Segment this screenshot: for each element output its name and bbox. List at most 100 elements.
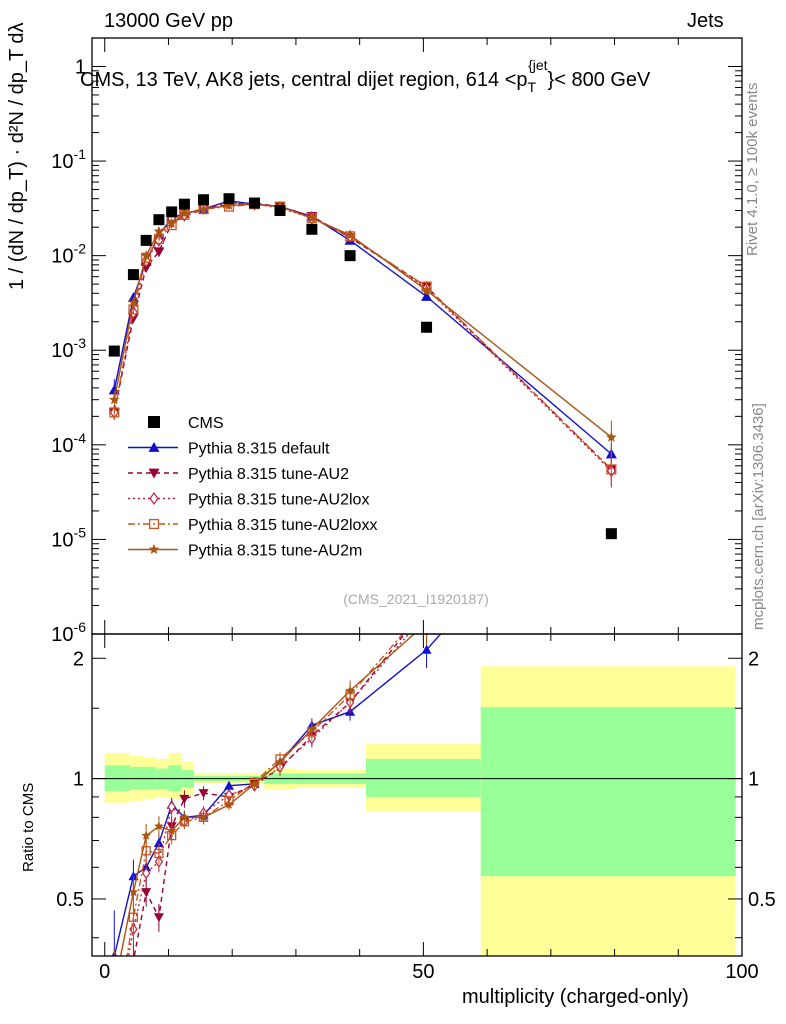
marker-star xyxy=(224,799,234,809)
marker-square xyxy=(421,321,433,333)
marker-star xyxy=(179,207,190,218)
marker-star xyxy=(275,757,285,767)
marker-star xyxy=(153,226,165,236)
series-line-2 xyxy=(113,202,612,472)
y-tick-label: 10-4 xyxy=(51,430,86,457)
marker-square xyxy=(223,193,235,205)
marker-star xyxy=(128,297,139,307)
marker-star xyxy=(307,724,317,734)
x-axis-label: multiplicity (charged-only) xyxy=(462,986,689,1008)
marker-star xyxy=(223,199,235,210)
x-tick-label: 50 xyxy=(412,961,434,983)
marker-star xyxy=(140,250,152,261)
ratio-uncertainty-bands xyxy=(92,666,742,956)
marker-star xyxy=(198,812,209,822)
marker-star xyxy=(607,374,617,383)
y-tick-label: 10-6 xyxy=(51,619,86,646)
ratio-tick-label-right: 0.5 xyxy=(748,889,776,911)
header-category: Jets xyxy=(687,10,724,32)
y-tick-label: 10-3 xyxy=(51,335,86,362)
axes: 1 10-1 10-2 10-3 10-4 10-5 10-6 0.5 0.5 1 1 2 2 0 50 10… xyxy=(51,37,776,983)
marker-square xyxy=(140,234,152,246)
ratio-band-green xyxy=(130,766,143,790)
marker-square xyxy=(153,214,165,226)
legend-label: Pythia 8.315 default xyxy=(188,441,330,458)
ratio-band-green xyxy=(480,707,736,877)
marker-star xyxy=(166,217,177,228)
ratio-frame xyxy=(91,633,743,957)
marker-diamond xyxy=(423,608,430,618)
marker-square xyxy=(344,250,356,262)
ratio-tick-label: 0.5 xyxy=(56,889,84,911)
marker-star xyxy=(166,825,177,835)
marker-square xyxy=(249,197,260,209)
marker-star xyxy=(345,685,355,695)
marker-triangle-down xyxy=(148,468,160,479)
legend: CMS Pythia 8.315 default Pythia 8.315 tune… xyxy=(128,415,377,560)
marker-triangle-down xyxy=(153,247,165,258)
marker-star xyxy=(421,284,432,295)
ratio-tick-label-right: 1 xyxy=(748,769,759,791)
marker-star xyxy=(109,394,120,405)
x-tick-label: 0 xyxy=(99,961,110,983)
rivet-version-label: Rivet 4.1.0, ≥ 100k events xyxy=(744,82,761,256)
marker-triangle-up xyxy=(148,442,160,452)
marker-diamond xyxy=(141,867,151,880)
marker-triangle-up xyxy=(108,384,120,395)
marker-square xyxy=(166,206,178,218)
marker-star xyxy=(249,778,260,788)
header-energy: 13000 GeV pp xyxy=(104,10,233,32)
marker-triangle-down xyxy=(179,794,190,804)
ratio-panel-curves xyxy=(110,374,617,992)
marker-square xyxy=(306,223,318,235)
legend-label: Pythia 8.315 tune-AU2loxx xyxy=(188,517,377,534)
marker-star xyxy=(154,821,164,831)
marker-triangle-down xyxy=(141,888,152,898)
marker-diamond xyxy=(167,800,176,813)
y-axis-label: 1 / (dN / dp_T) · d²N / dp_T dλ xyxy=(6,22,28,290)
marker-star xyxy=(179,812,190,822)
marker-triangle-down xyxy=(606,502,616,511)
legend-label: Pythia 8.315 tune-AU2m xyxy=(188,543,362,560)
y-tick-label: 10-5 xyxy=(51,524,86,551)
chart-title: CMS, 13 TeV, AK8 jets, central dijet reg… xyxy=(80,57,651,95)
marker-square xyxy=(198,194,210,206)
ratio-tick-label: 2 xyxy=(73,648,84,670)
mcplots-label: mcplots.cern.ch [arXiv:1306.3436] xyxy=(750,403,767,630)
legend-label: Pythia 8.315 tune-AU2lox xyxy=(188,492,369,509)
marker-star xyxy=(148,544,160,554)
marker-triangle-up xyxy=(421,644,432,654)
marker-triangle-up xyxy=(153,838,164,848)
marker-square xyxy=(178,198,190,210)
marker-star xyxy=(198,203,209,214)
analysis-tag: (CMS_2021_I1920187) xyxy=(343,591,489,607)
marker-star xyxy=(306,212,318,223)
marker-square xyxy=(605,528,617,540)
marker-star xyxy=(110,983,120,992)
ratio-tick-label: 1 xyxy=(73,769,84,791)
ratio-line-3 xyxy=(126,634,404,956)
y-tick-label: 1 xyxy=(75,56,86,78)
marker-square xyxy=(127,269,139,281)
y-tick-label: 10-2 xyxy=(51,241,86,268)
main-panel-curves xyxy=(108,193,617,540)
marker-star xyxy=(141,830,151,840)
series-line-4 xyxy=(113,203,612,438)
ratio-tick-label-right: 2 xyxy=(748,648,759,670)
marker-square-open xyxy=(606,464,617,475)
legend-label: CMS xyxy=(188,415,224,432)
marker-square-open xyxy=(148,518,160,530)
marker-star xyxy=(128,887,139,897)
marker-triangle-down xyxy=(198,789,209,799)
marker-triangle-down xyxy=(128,957,138,966)
x-tick-label: 100 xyxy=(725,961,758,983)
marker-square xyxy=(274,205,286,217)
ratio-line-0 xyxy=(113,634,442,956)
ratio-band-green xyxy=(366,758,481,797)
marker-triangle-up xyxy=(224,780,235,790)
marker-square-open xyxy=(128,912,139,922)
marker-diamond xyxy=(149,491,159,506)
ratio-y-axis-label: Ratio to CMS xyxy=(20,782,37,872)
marker-square-open xyxy=(607,502,615,510)
